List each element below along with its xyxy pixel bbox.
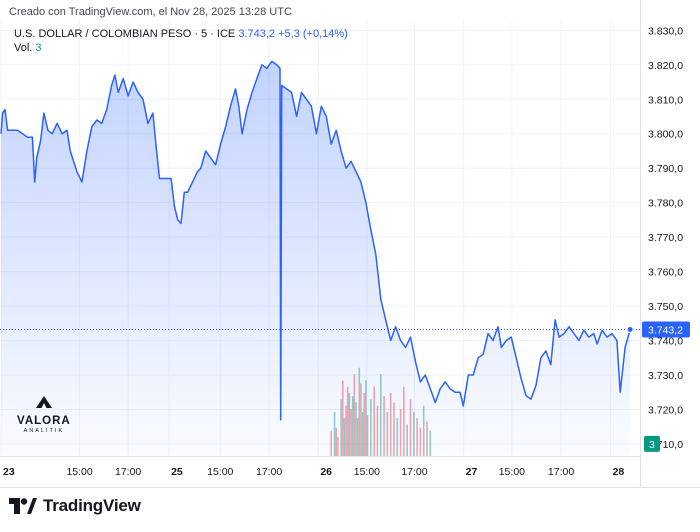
x-tick-label: 15:00 — [66, 466, 92, 478]
price-area-fill — [1, 61, 631, 457]
y-tick-label: 3.780,0 — [648, 198, 683, 210]
watermark-name: VALORA — [17, 415, 71, 427]
x-axis: 23 15:00 17:00 25 15:00 17:00 26 15:00 17:00 27 15… — [3, 466, 624, 478]
x-tick-label: 15:00 — [207, 466, 233, 478]
price-line — [0, 60, 631, 421]
chart-credit: Creado con TradingView.com, el Nov 28, 2… — [9, 6, 292, 18]
x-tick-label: 17:00 — [548, 466, 574, 478]
x-tick-label: 25 — [171, 466, 183, 478]
watermark-tagline: ANALITIK — [23, 428, 65, 434]
volume-value: 3 — [35, 42, 42, 54]
valora-logo-icon — [35, 396, 52, 408]
y-tick-label: 3.770,0 — [648, 232, 683, 244]
price-chart[interactable]: 3.710,03.720,03.730,03.740,03.750,03.760… — [0, 0, 700, 487]
x-tick-label: 27 — [466, 466, 478, 478]
y-tick-label: 3.750,0 — [648, 301, 683, 313]
valora-watermark: VALORA ANALITIK — [17, 396, 71, 434]
x-tick-label: 28 — [613, 466, 625, 478]
x-tick-label: 15:00 — [354, 466, 380, 478]
volume-tag-text: 3 — [649, 439, 655, 451]
y-tick-label: 3.730,0 — [648, 370, 683, 382]
volume-tag: 3 — [644, 435, 660, 452]
x-tick-label: 23 — [3, 466, 15, 478]
y-tick-label: 3.790,0 — [648, 163, 683, 175]
last-price-dot — [626, 326, 634, 334]
brand-name: TradingView — [43, 496, 141, 515]
legend-change: +5,3 (+0,14%) — [278, 28, 348, 40]
y-tick-label: 3.820,0 — [648, 60, 683, 72]
y-tick-label: 3.760,0 — [648, 267, 683, 279]
tradingview-brand[interactable]: TradingView — [9, 496, 141, 516]
x-tick-label: 17:00 — [115, 466, 141, 478]
y-tick-label: 3.830,0 — [648, 25, 683, 37]
symbol-name: U.S. DOLLAR / COLOMBIAN PESO · 5 · ICE — [14, 28, 236, 40]
volume-label: Vol. — [14, 42, 33, 54]
y-tick-label: 3.810,0 — [648, 94, 683, 106]
legend-last-price: 3.743,2 — [238, 28, 276, 40]
x-tick-label: 15:00 — [499, 466, 525, 478]
tradingview-logo-icon — [9, 498, 37, 514]
x-tick-label: 26 — [320, 466, 332, 478]
x-tick-label: 17:00 — [256, 466, 282, 478]
y-tick-label: 3.800,0 — [648, 129, 683, 141]
y-tick-label: 3.720,0 — [648, 404, 683, 416]
y-axis: 3.710,03.720,03.730,03.740,03.750,03.760… — [648, 25, 683, 451]
last-price-tag-text: 3.743,2 — [648, 325, 683, 337]
footer: TradingView — [0, 487, 700, 532]
y-tick-label: 3.740,0 — [648, 336, 683, 348]
x-tick-label: 17:00 — [401, 466, 427, 478]
volume-legend: Vol. 3 — [14, 42, 41, 54]
last-price-tag: 3.743,2 — [642, 321, 690, 338]
symbol-legend: U.S. DOLLAR / COLOMBIAN PESO · 5 · ICE 3… — [14, 28, 348, 40]
